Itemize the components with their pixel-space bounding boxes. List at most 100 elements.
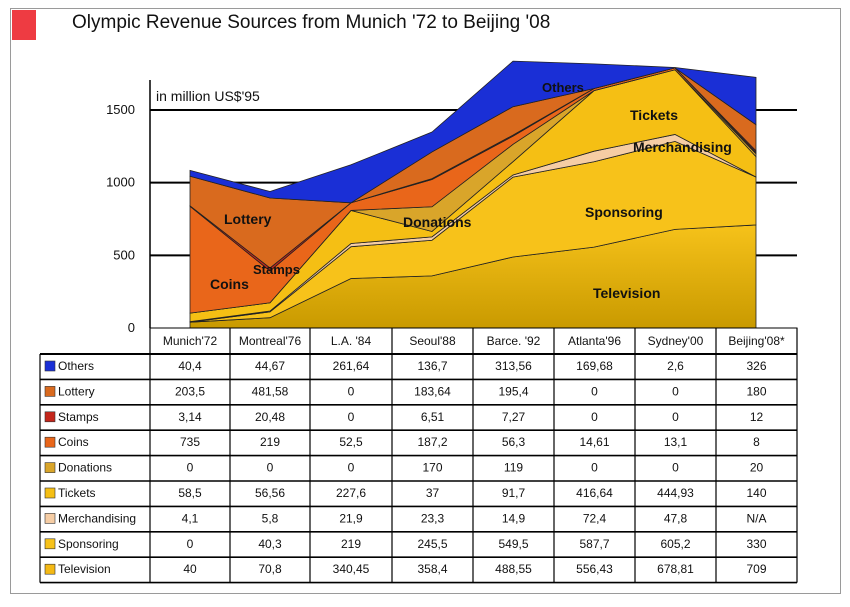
y-tick-label: 500 <box>113 247 135 262</box>
legend-swatch-lottery <box>44 386 56 397</box>
data-label: 12 <box>750 410 764 424</box>
data-label: 0 <box>591 384 598 398</box>
data-label: 261,64 <box>333 359 370 373</box>
data-label: 0 <box>591 410 598 424</box>
data-label: 219 <box>341 537 361 551</box>
data-label: 44,67 <box>255 359 285 373</box>
data-label: 20,48 <box>255 410 285 424</box>
data-label: 549,5 <box>498 537 528 551</box>
data-label: 678,81 <box>657 562 694 576</box>
data-label: 709 <box>746 562 766 576</box>
data-label: 91,7 <box>502 486 526 500</box>
data-label: 0 <box>187 461 194 475</box>
x-tick-label: L.A. '84 <box>331 334 372 348</box>
data-label: 227,6 <box>336 486 366 500</box>
data-label: 0 <box>672 384 679 398</box>
legend-swatch-others <box>44 360 56 372</box>
data-label: 556,43 <box>576 562 613 576</box>
y-tick-label: 1500 <box>106 102 135 117</box>
annotation-merchandising: Merchandising <box>633 139 732 155</box>
data-label: 313,56 <box>495 359 532 373</box>
legend-label-donations: Donations <box>58 461 112 475</box>
annotation-lottery: Lottery <box>224 211 272 227</box>
data-label: 416,64 <box>576 486 613 500</box>
x-tick-label: Atlanta'96 <box>568 334 621 348</box>
data-label: 444,93 <box>657 486 694 500</box>
y-tick-label: 1000 <box>106 175 135 190</box>
legend-label-tickets: Tickets <box>58 486 96 500</box>
annotation-stamps: Stamps <box>253 262 300 277</box>
data-label: 605,2 <box>660 537 690 551</box>
data-label: 40 <box>183 562 197 576</box>
data-label: 14,61 <box>579 435 609 449</box>
x-tick-label: Sydney'00 <box>648 334 704 348</box>
legend-label-stamps: Stamps <box>58 410 99 424</box>
annotation-donations: Donations <box>403 214 472 230</box>
data-label: 0 <box>348 410 355 424</box>
data-label: 219 <box>260 435 280 449</box>
data-label: 40,4 <box>178 359 202 373</box>
data-label: 587,7 <box>579 537 609 551</box>
legend-swatch-sponsoring <box>44 538 56 550</box>
annotation-television: Television <box>593 285 660 301</box>
data-label: 2,6 <box>667 359 684 373</box>
data-label: 8 <box>753 435 760 449</box>
data-label: 0 <box>348 384 355 398</box>
data-label: 340,45 <box>333 562 370 576</box>
annotation-sponsoring: Sponsoring <box>585 204 663 220</box>
unit-label: in million US$'95 <box>156 88 260 104</box>
data-label: 195,4 <box>498 384 528 398</box>
x-tick-label: Seoul'88 <box>409 334 456 348</box>
data-label: 488,55 <box>495 562 532 576</box>
data-label: 203,5 <box>175 384 205 398</box>
x-tick-label: Beijing'08* <box>728 334 785 348</box>
y-tick-label: 0 <box>128 320 135 335</box>
data-label: 0 <box>672 410 679 424</box>
data-label: 183,64 <box>414 384 451 398</box>
data-label: 187,2 <box>417 435 447 449</box>
data-label: 170 <box>422 461 442 475</box>
accent-square <box>12 10 36 40</box>
data-label: 56,56 <box>255 486 285 500</box>
x-tick-label: Munich'72 <box>163 334 218 348</box>
data-label: 37 <box>426 486 440 500</box>
legend-label-sponsoring: Sponsoring <box>58 537 119 551</box>
data-label: 72,4 <box>583 511 607 525</box>
data-label: 245,5 <box>417 537 447 551</box>
legend-swatch-donations <box>44 462 56 473</box>
legend-label-lottery: Lottery <box>58 384 95 398</box>
data-label: 330 <box>746 537 766 551</box>
data-label: 58,5 <box>178 486 202 500</box>
data-label: 169,68 <box>576 359 613 373</box>
x-tick-label: Montreal'76 <box>239 334 302 348</box>
data-label: 481,58 <box>252 384 289 398</box>
data-label: 23,3 <box>421 511 445 525</box>
data-label: 3,14 <box>178 410 202 424</box>
data-label: 5,8 <box>262 511 279 525</box>
data-label: 14,9 <box>502 511 526 525</box>
data-label: 0 <box>187 537 194 551</box>
legend-swatch-merchandising <box>44 513 56 524</box>
data-label: 4,1 <box>182 511 199 525</box>
data-label: 0 <box>348 461 355 475</box>
data-label: 13,1 <box>664 435 688 449</box>
data-label: 0 <box>267 461 274 475</box>
legend-label-others: Others <box>58 359 94 373</box>
data-label: 20 <box>750 461 764 475</box>
annotation-tickets: Tickets <box>630 107 678 123</box>
data-label: 47,8 <box>664 511 688 525</box>
data-label: 358,4 <box>417 562 447 576</box>
legend-label-television: Television <box>58 562 111 576</box>
data-label: 52,5 <box>339 435 363 449</box>
data-label: 0 <box>591 461 598 475</box>
data-label: 6,51 <box>421 410 445 424</box>
data-label: N/A <box>746 511 766 525</box>
data-label: 326 <box>746 359 766 373</box>
data-label: 0 <box>672 461 679 475</box>
annotation-coins: Coins <box>210 276 249 292</box>
x-tick-label: Barce. '92 <box>487 334 541 348</box>
data-label: 70,8 <box>258 562 282 576</box>
data-label: 140 <box>746 486 766 500</box>
annotation-others: Others <box>542 80 584 95</box>
